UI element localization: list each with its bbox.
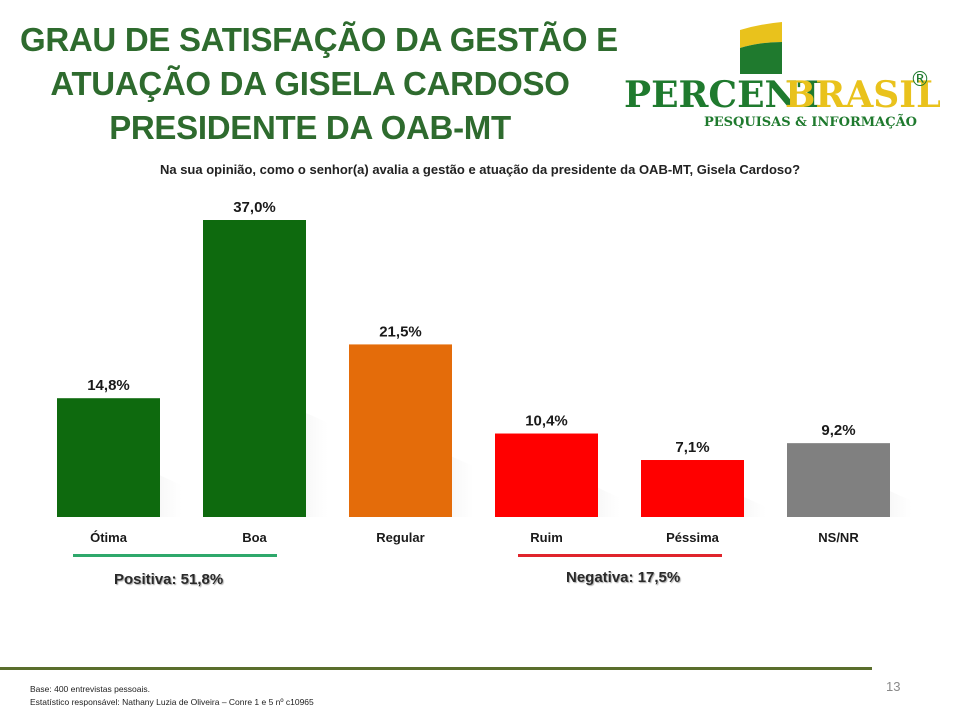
logo-word-percent: PERCENT (624, 74, 824, 116)
footer-notes: Base: 400 entrevistas pessoais. Estatíst… (30, 683, 314, 709)
page-title: GRAU DE SATISFAÇÃO DA GESTÃO E ATUAÇÃO D… (20, 18, 618, 150)
category-tick-label: NS/NR (818, 530, 859, 545)
footer-divider (0, 667, 872, 670)
title-line-3: PRESIDENTE DA OAB-MT (109, 109, 511, 146)
bar-value-label: 7,1% (675, 439, 709, 456)
bar-value-label: 9,2% (821, 422, 855, 439)
bar (349, 344, 452, 517)
positive-group-underline (73, 554, 277, 557)
positive-total-label: Positiva: 51,8% (114, 571, 224, 588)
bar-value-label: 14,8% (87, 377, 130, 394)
category-tick-label: Péssima (666, 530, 720, 545)
category-tick-label: Boa (242, 530, 267, 545)
bar-value-label: 37,0% (233, 199, 276, 216)
survey-question: Na sua opinião, como o senhor(a) avalia … (159, 162, 801, 177)
bar (641, 460, 744, 517)
bar (57, 398, 160, 517)
bar-chart: 14,8% Ótima 37,0% Boa 21,5% Regular 10,4% Ruim 7… (57, 199, 912, 545)
percentbrasil-logo: PERCENT BRASIL ® PESQUISAS & INFORMAÇÃO (624, 22, 940, 130)
footer-statistician: Estatístico responsável: Nathany Luzia d… (30, 697, 314, 707)
title-line-1: GRAU DE SATISFAÇÃO DA GESTÃO E (20, 21, 618, 58)
footer-base: Base: 400 entrevistas pessoais. (30, 684, 151, 694)
bar (787, 443, 890, 517)
logo-emblem-icon (740, 22, 782, 74)
page-number: 13 (886, 679, 901, 694)
bar-value-label: 21,5% (379, 323, 422, 340)
registered-mark-icon: ® (910, 67, 930, 91)
title-line-2: ATUAÇÃO DA GISELA CARDOSO (50, 65, 570, 102)
category-tick-label: Regular (376, 530, 424, 545)
logo-word-brasil: BRASIL (785, 74, 940, 116)
bar-value-label: 10,4% (525, 413, 568, 430)
bar (203, 220, 306, 517)
negative-total-label: Negativa: 17,5% (566, 569, 681, 586)
category-tick-label: Ruim (530, 530, 563, 545)
category-tick-label: Ótima (90, 530, 128, 545)
negative-group-underline (518, 554, 722, 557)
logo-tagline: PESQUISAS & INFORMAÇÃO (704, 114, 917, 130)
bar (495, 433, 598, 517)
